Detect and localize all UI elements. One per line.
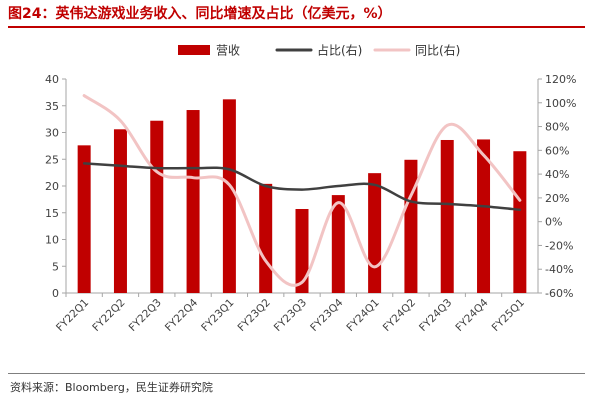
bar [404,159,418,293]
bar [440,139,454,293]
y-left-tick-label: 10 [45,234,59,247]
bar [259,183,273,293]
yoy-line [82,94,522,287]
bar [295,209,309,293]
y-right-tick-label: 60% [545,144,569,157]
bar [150,120,164,293]
legend-label: 占比(右) [317,43,362,58]
x-tick-label: FY24Q3 [417,297,454,334]
y-right-tick-label: 80% [545,121,569,134]
y-left-tick-label: 30 [45,127,59,140]
y-right-tick-label: 20% [545,192,569,205]
legend: 营收 占比(右) 同比(右) [178,43,460,58]
x-tick-label: FY23Q3 [272,297,309,334]
share-line [82,162,522,212]
x-tick-label: FY22Q2 [90,297,127,334]
source-note: 资料来源：Bloomberg，民生证券研究院 [10,381,213,394]
legend-label: 营收 [216,44,240,58]
y-left-tick-label: 20 [45,180,59,193]
bar [113,129,127,293]
x-tick-label: FY24Q4 [453,296,491,334]
x-tick-label: FY24Q2 [381,297,418,334]
y-right-tick-label: -40% [545,263,573,276]
bar [513,151,527,293]
y-right-tick-label: 40% [545,168,569,181]
title-rule [8,26,585,28]
x-tick-label: FY23Q1 [199,297,236,334]
y-right-tick-label: 100% [545,97,576,110]
y-right-tick-label: 120% [545,73,576,86]
x-tick-label: FY24Q1 [344,297,381,334]
line-series [82,94,522,287]
y-right-tick-label: 0% [545,216,562,229]
bar [77,145,91,293]
y-right-tick-label: -60% [545,287,573,300]
x-tick-label: FY22Q3 [127,297,164,334]
y-left-tick-label: 40 [45,73,59,86]
x-tick-label: FY23Q4 [308,296,346,334]
x-tick-label: FY22Q4 [163,296,201,334]
bar [368,173,382,293]
bar-series [77,99,527,293]
figure-title: 图24：英伟达游戏业务收入、同比增速及占比（亿美元，%） [8,6,392,22]
bar [186,110,200,293]
bar [477,139,491,293]
y-left-tick-label: 25 [45,153,59,166]
y-left-tick-label: 0 [52,287,59,300]
legend-swatch-bar [178,45,210,55]
y-right-tick-label: -20% [545,239,573,252]
y-left-tick-label: 15 [45,207,59,220]
y-left-tick-label: 5 [52,260,59,273]
source-rule [8,373,585,374]
x-tick-label: FY23Q2 [236,297,273,334]
legend-label: 同比(右) [415,43,460,58]
bar [331,195,345,293]
x-tick-label: FY25Q1 [490,297,527,334]
x-tick-label: FY22Q1 [54,297,91,334]
bar [222,99,236,293]
y-left-tick-label: 35 [45,100,59,113]
